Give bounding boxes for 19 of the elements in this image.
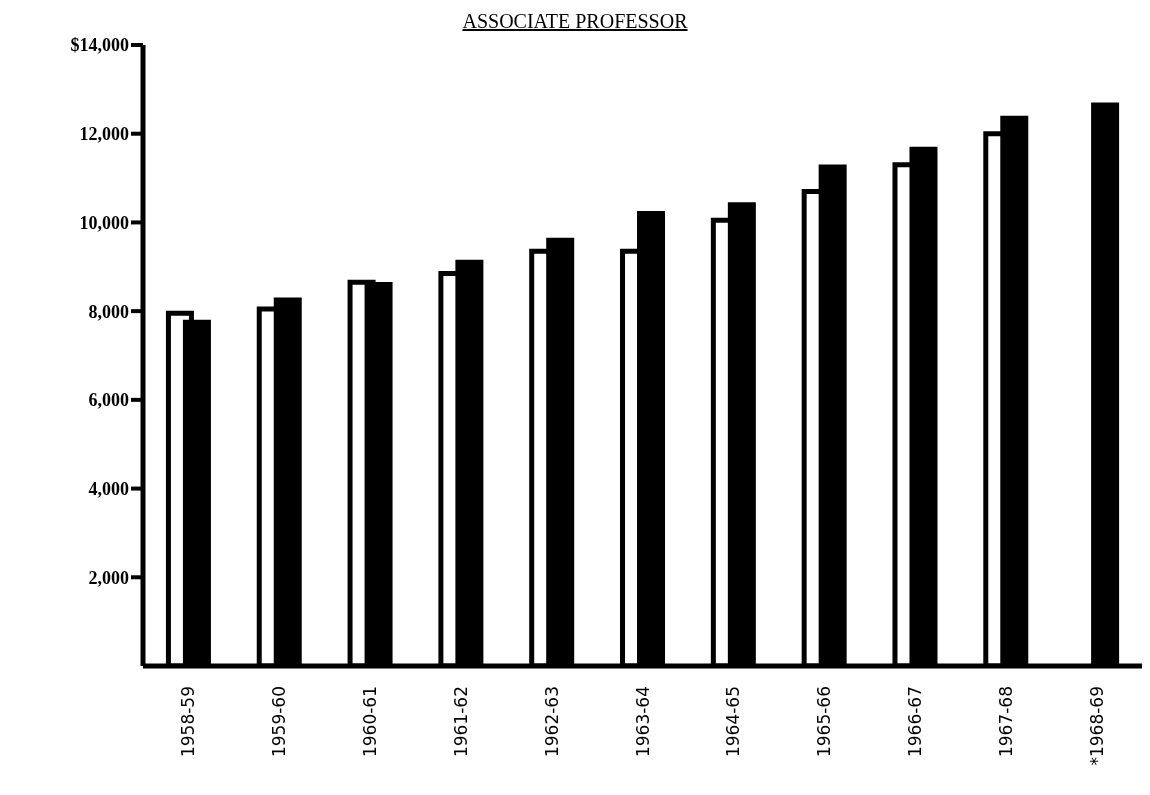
x-tick-label: 1965-66 bbox=[814, 686, 835, 758]
y-tick-label: 10,000 bbox=[79, 212, 129, 233]
y-tick-label: $14,000 bbox=[70, 35, 129, 56]
x-tick-label: 1967-68 bbox=[995, 686, 1016, 758]
y-tick-label: 8,000 bbox=[88, 301, 129, 322]
x-tick-label: 1960-61 bbox=[360, 686, 381, 758]
y-tick-label: 2,000 bbox=[88, 567, 129, 588]
x-tick-label: 1963-64 bbox=[632, 686, 653, 758]
x-tick-label: 1966-67 bbox=[904, 686, 925, 758]
y-tick-label: 12,000 bbox=[79, 124, 129, 145]
x-tick-label: 1961-62 bbox=[450, 686, 471, 758]
x-tick-label: *1968-69 bbox=[1086, 686, 1107, 766]
y-tick-label: 6,000 bbox=[88, 390, 129, 411]
chart-title: ASSOCIATE PROFESSOR bbox=[461, 10, 689, 33]
x-tick-label: 1958-59 bbox=[178, 686, 199, 758]
x-tick-label: 1962-63 bbox=[541, 686, 562, 758]
x-tick-label: 1964-65 bbox=[723, 686, 744, 758]
y-tick-label: 4,000 bbox=[88, 478, 129, 499]
x-tick-label: 1959-60 bbox=[269, 686, 290, 758]
